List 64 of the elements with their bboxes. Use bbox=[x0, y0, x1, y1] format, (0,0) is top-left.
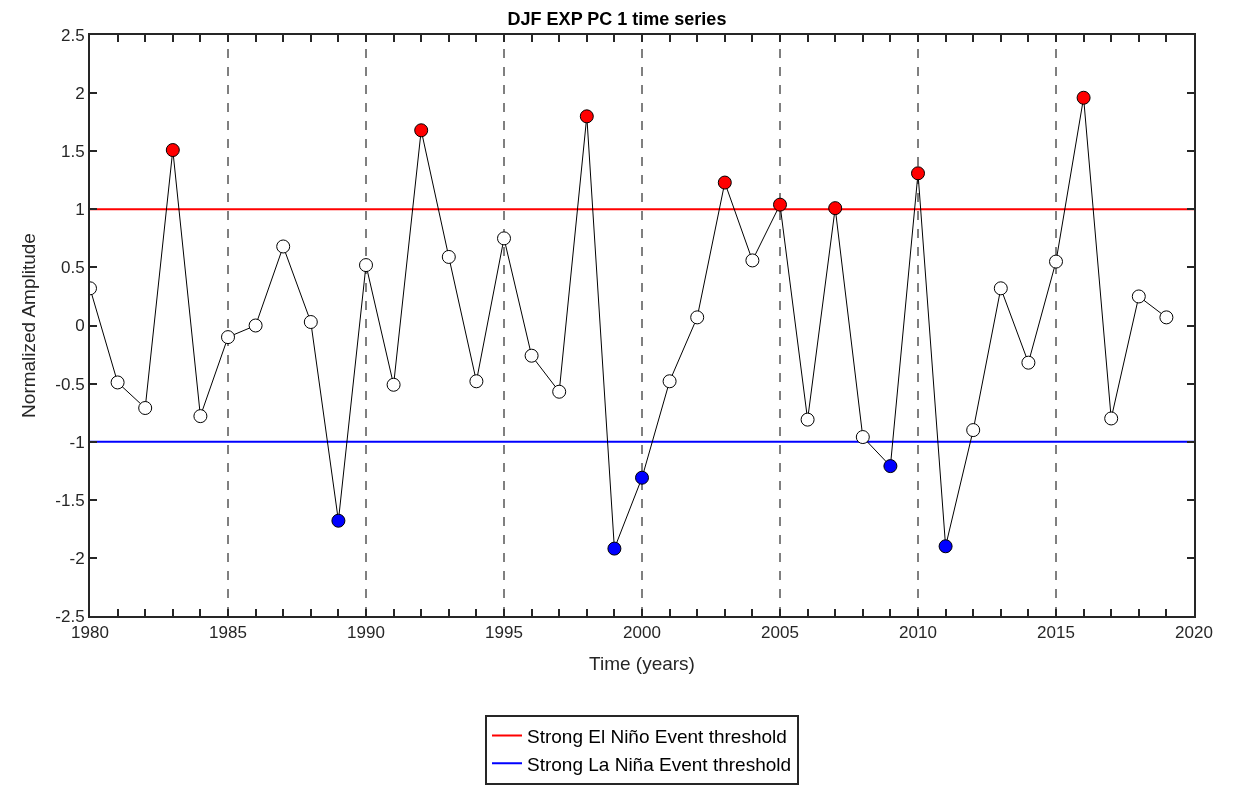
point bbox=[303, 315, 318, 329]
point bbox=[1021, 355, 1036, 370]
point bbox=[441, 249, 456, 264]
point bbox=[469, 374, 484, 389]
point bbox=[662, 374, 677, 389]
x-tick-label: 2020 bbox=[1175, 623, 1213, 643]
point bbox=[938, 539, 953, 554]
point bbox=[773, 197, 787, 212]
point bbox=[497, 231, 511, 246]
point bbox=[1159, 310, 1174, 325]
point bbox=[800, 412, 815, 427]
x-tick-label: 1995 bbox=[485, 623, 523, 643]
x-tick-label: 2015 bbox=[1037, 623, 1075, 643]
y-tick-label: -2.5 bbox=[55, 606, 85, 626]
point bbox=[911, 166, 925, 181]
point bbox=[193, 409, 208, 424]
y-axis-title: Normalized Amplitude bbox=[17, 233, 39, 418]
y-tick-label: 0.5 bbox=[60, 258, 85, 278]
point bbox=[414, 123, 429, 138]
y-tick-label: 1.5 bbox=[60, 142, 85, 162]
point bbox=[276, 239, 291, 254]
point bbox=[110, 375, 125, 390]
y-tick-label: -2 bbox=[69, 548, 85, 568]
x-axis-title: Time (years) bbox=[589, 652, 695, 674]
point bbox=[1049, 254, 1063, 269]
point bbox=[828, 201, 843, 216]
point bbox=[331, 513, 346, 528]
point bbox=[386, 377, 401, 392]
chart-title: DJF EXP PC 1 time series bbox=[507, 8, 727, 29]
point bbox=[524, 348, 539, 363]
legend-label: Strong El Niño Event threshold bbox=[527, 726, 787, 748]
point bbox=[221, 330, 235, 345]
point bbox=[248, 318, 263, 333]
point bbox=[993, 281, 1008, 296]
point bbox=[359, 258, 373, 273]
point bbox=[1076, 90, 1091, 105]
point bbox=[579, 109, 594, 124]
point bbox=[635, 470, 649, 485]
y-tick-label: 2 bbox=[75, 84, 85, 104]
point bbox=[1131, 289, 1146, 304]
x-tick-label: 2010 bbox=[899, 623, 937, 643]
y-tick-label: 1 bbox=[75, 200, 85, 220]
point bbox=[165, 143, 180, 158]
x-tick-label: 1985 bbox=[209, 623, 247, 643]
y-tick-label: -0.5 bbox=[55, 374, 85, 394]
point bbox=[966, 423, 981, 438]
x-tick-label: 2000 bbox=[623, 623, 661, 643]
point bbox=[745, 253, 760, 268]
point bbox=[607, 541, 622, 556]
legend-label: Strong La Niña Event threshold bbox=[527, 753, 792, 775]
point bbox=[138, 401, 153, 415]
point bbox=[855, 430, 870, 445]
x-tick-label: 1990 bbox=[347, 623, 385, 643]
y-tick-label: 0 bbox=[75, 316, 85, 336]
point bbox=[1104, 411, 1119, 426]
y-tick-label: -1 bbox=[69, 432, 85, 452]
y-tick-label: 2.5 bbox=[60, 25, 85, 45]
y-tick-label: -1.5 bbox=[55, 490, 85, 510]
x-tick-label: 1980 bbox=[71, 623, 109, 643]
point bbox=[552, 384, 567, 399]
point bbox=[883, 459, 898, 474]
x-tick-label: 2005 bbox=[761, 623, 799, 643]
point bbox=[717, 175, 732, 190]
point bbox=[690, 310, 705, 325]
